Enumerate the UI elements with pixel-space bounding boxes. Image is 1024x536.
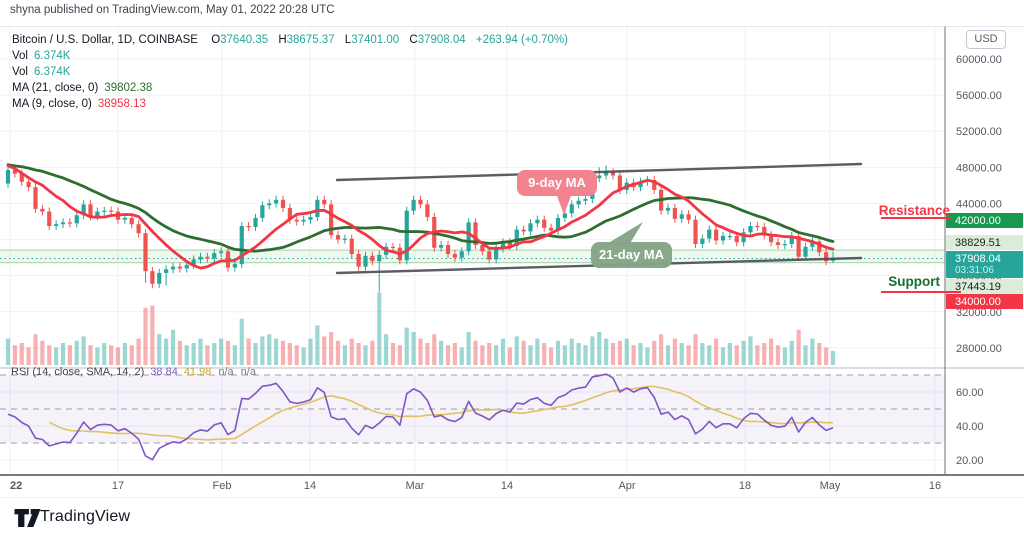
ma21-label: MA (21, close, 0) (12, 82, 99, 94)
volume-value-2: 6.374K (34, 66, 71, 78)
svg-text:May: May (820, 480, 841, 492)
candlesticks (5, 165, 836, 292)
ma9-callout-tail (556, 193, 572, 215)
change-value: +263.94 (+0.70%) (475, 34, 568, 46)
resistance-underline (881, 217, 951, 219)
footer-bar: TradingView (0, 497, 1024, 536)
volume-bars (5, 292, 836, 365)
svg-text:22: 22 (10, 480, 22, 492)
resistance-price-badge: 42000.00 (946, 213, 1023, 228)
svg-text:60.00: 60.00 (956, 387, 984, 399)
support-alert-price-badge: 34000.00 (946, 294, 1023, 309)
volume-value: 6.374K (34, 50, 71, 62)
last-price-badge: 37908.04 03:31:06 (946, 251, 1023, 278)
svg-text:16: 16 (929, 480, 941, 492)
svg-text:14: 14 (304, 480, 316, 492)
rsi-curves (7, 373, 834, 461)
volume-label-2: Vol (12, 66, 28, 78)
bar-countdown: 03:31:06 (955, 264, 994, 276)
symbol-row[interactable]: Bitcoin / U.S. Dollar, 1D, COINBASE O376… (12, 32, 575, 48)
svg-text:Mar: Mar (406, 480, 425, 492)
volume-indicator-row-2[interactable]: Vol 6.374K (12, 64, 575, 80)
support-text-label[interactable]: Support (888, 274, 940, 289)
published-line: shyna published on TradingView.com, May … (10, 4, 335, 16)
ma9-value: 38958.13 (97, 98, 146, 110)
rsi-na-2: n/a (240, 366, 256, 378)
rsi-na-1: n/a (218, 366, 234, 378)
moving-average-lines (6, 163, 835, 270)
low-value: 37401.00 (351, 34, 400, 46)
ma21-callout-tail (605, 222, 643, 245)
ma9-indicator-row[interactable]: MA (9, close, 0) 38958.13 (12, 96, 575, 112)
svg-text:48000.00: 48000.00 (956, 162, 1002, 174)
resistance-text-label[interactable]: Resistance (878, 203, 950, 218)
volume-indicator-row[interactable]: Vol 6.374K (12, 48, 575, 64)
open-prefix: O (211, 34, 221, 46)
rsi-value: 38.84 (150, 366, 178, 378)
rsi-sma-value: 41.98 (183, 366, 212, 378)
currency-unit-button[interactable]: USD (966, 30, 1006, 49)
symbol-title: Bitcoin / U.S. Dollar, 1D, COINBASE (12, 34, 198, 46)
svg-text:Apr: Apr (618, 480, 635, 492)
high-prefix: H (278, 34, 287, 46)
tradingview-wordmark[interactable]: TradingView (40, 508, 131, 525)
svg-text:17: 17 (112, 480, 124, 492)
volume-label: Vol (12, 50, 28, 62)
ma21-indicator-row[interactable]: MA (21, close, 0) 39802.38 (12, 80, 575, 96)
svg-text:14: 14 (501, 480, 513, 492)
svg-text:20.00: 20.00 (956, 455, 984, 467)
low-prefix: L (344, 34, 352, 46)
ma21-value: 39802.38 (104, 82, 153, 94)
svg-text:44000.00: 44000.00 (956, 198, 1002, 210)
pane-borders (0, 26, 1024, 476)
rsi-title: RSI (14, close, SMA, 14, 2) (11, 366, 145, 378)
ma9-callout-bubble[interactable]: 9-day MA (517, 170, 597, 196)
ma9-label: MA (9, close, 0) (12, 98, 92, 110)
open-value: 37640.35 (220, 34, 269, 46)
indicator-legend: Bitcoin / U.S. Dollar, 1D, COINBASE O376… (12, 32, 575, 112)
high-value: 38675.37 (286, 34, 335, 46)
svg-text:32000.00: 32000.00 (956, 307, 1002, 319)
support-underline (881, 291, 961, 293)
svg-text:52000.00: 52000.00 (956, 126, 1002, 138)
close-prefix: C (409, 34, 418, 46)
svg-text:40.00: 40.00 (956, 421, 984, 433)
close-value: 37908.04 (417, 34, 466, 46)
tradingview-logo-icon[interactable] (13, 509, 43, 527)
svg-text:60000.00: 60000.00 (956, 54, 1002, 66)
zone-top-price-badge: 38829.51 (946, 235, 1023, 250)
svg-text:28000.00: 28000.00 (956, 343, 1002, 355)
svg-text:Feb: Feb (213, 480, 232, 492)
svg-text:56000.00: 56000.00 (956, 90, 1002, 102)
rsi-legend[interactable]: RSI (14, close, SMA, 14, 2) 38.84 41.98 n/a… (11, 366, 256, 378)
zone-bottom-price-badge: 37443.19 (946, 279, 1023, 294)
ma21-callout-bubble[interactable]: 21-day MA (591, 242, 672, 268)
svg-text:18: 18 (739, 480, 751, 492)
